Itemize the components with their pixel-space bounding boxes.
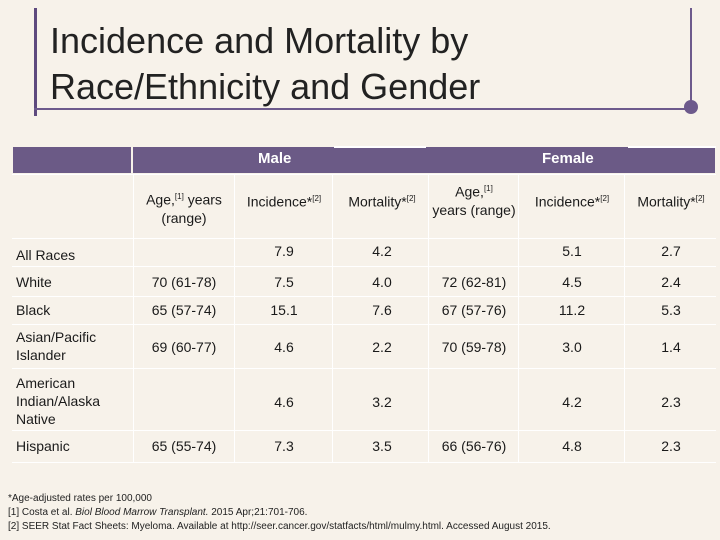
footnote-2: [2] SEER Stat Fact Sheets: Myeloma. Avai… [8, 521, 551, 532]
row-label: Asian/Pacific Islander [16, 329, 97, 363]
cell-mortality-female: 1.4 [661, 339, 681, 355]
header-divider [628, 146, 716, 148]
cell-incidence-male: 7.9 [274, 243, 294, 259]
cell-age-male: 65 (55-74) [151, 438, 217, 454]
cell-incidence-male: 7.3 [274, 438, 294, 454]
cell-mortality-male: 2.2 [372, 339, 392, 355]
decorative-line [690, 8, 692, 104]
col-header-age-female: Age,[1] years (range) [432, 183, 516, 218]
cell-age-female: 67 (57-76) [441, 302, 507, 318]
table-line [12, 430, 716, 431]
row-label: Black [16, 302, 51, 318]
table-line [428, 174, 429, 462]
table-line [234, 174, 235, 462]
col-header-mortality-female: Mortality*[2] [637, 193, 705, 210]
slide-title: Incidence and Mortality by Race/Ethnicit… [50, 20, 481, 107]
cell-incidence-female: 3.0 [562, 339, 582, 355]
table-line [624, 174, 625, 462]
table-line [12, 266, 716, 267]
cell-incidence-female: 4.2 [562, 394, 582, 410]
table-line [12, 296, 716, 297]
decorative-dot-icon [684, 100, 698, 114]
cell-age-male: 65 (57-74) [151, 302, 217, 318]
footnote-asterisk: *Age-adjusted rates per 100,000 [8, 493, 152, 504]
cell-mortality-female: 2.3 [661, 394, 681, 410]
col-header-incidence-female: Incidence*[2] [534, 193, 610, 210]
cell-mortality-male: 4.2 [372, 243, 392, 259]
cell-incidence-male: 15.1 [270, 302, 298, 318]
table-line [12, 462, 716, 463]
cell-age-male: 70 (61-78) [151, 274, 217, 290]
cell-age-female: 66 (56-76) [441, 438, 507, 454]
table-line [12, 368, 716, 369]
table-line [12, 324, 716, 325]
cell-mortality-male: 3.2 [372, 394, 392, 410]
footnote-1: [1] Costa et al. Biol Blood Marrow Trans… [8, 507, 308, 518]
cell-mortality-male: 7.6 [372, 302, 392, 318]
cell-incidence-female: 4.5 [562, 274, 582, 290]
group-header-male: Male [258, 150, 292, 167]
cell-incidence-male: 7.5 [274, 274, 294, 290]
table-header-bar [13, 147, 715, 173]
group-header-female: Female [542, 150, 594, 167]
cell-mortality-female: 2.7 [661, 243, 681, 259]
title-underline [34, 108, 689, 110]
cell-age-male: 69 (60-77) [151, 339, 217, 355]
table-line [518, 174, 519, 462]
row-label: Hispanic [16, 438, 70, 454]
col-header-age-male: Age,[1] years (range) [146, 191, 222, 226]
cell-incidence-female: 11.2 [558, 302, 586, 318]
cell-incidence-male: 4.6 [274, 394, 294, 410]
cell-incidence-female: 5.1 [562, 243, 582, 259]
cell-mortality-male: 3.5 [372, 438, 392, 454]
table-line [12, 174, 716, 175]
cell-incidence-male: 4.6 [274, 339, 294, 355]
cell-age-female: 70 (59-78) [441, 339, 507, 355]
row-label: American Indian/Alaska Native [16, 375, 101, 427]
title-accent-bar [34, 8, 37, 116]
col-header-incidence-male: Incidence*[2] [246, 193, 322, 210]
table-line [12, 238, 716, 239]
cell-mortality-female: 2.4 [661, 274, 681, 290]
cell-mortality-female: 5.3 [661, 302, 681, 318]
row-label: All Races [16, 247, 76, 263]
header-divider [334, 146, 426, 148]
cell-age-female: 72 (62-81) [441, 274, 507, 290]
cell-incidence-female: 4.8 [562, 438, 582, 454]
cell-mortality-male: 4.0 [372, 274, 392, 290]
table-line [332, 174, 333, 462]
cell-mortality-female: 2.3 [661, 438, 681, 454]
header-bar-left [13, 147, 131, 173]
table-line [133, 174, 134, 462]
row-label: White [16, 274, 52, 290]
col-header-mortality-male: Mortality*[2] [348, 193, 416, 210]
